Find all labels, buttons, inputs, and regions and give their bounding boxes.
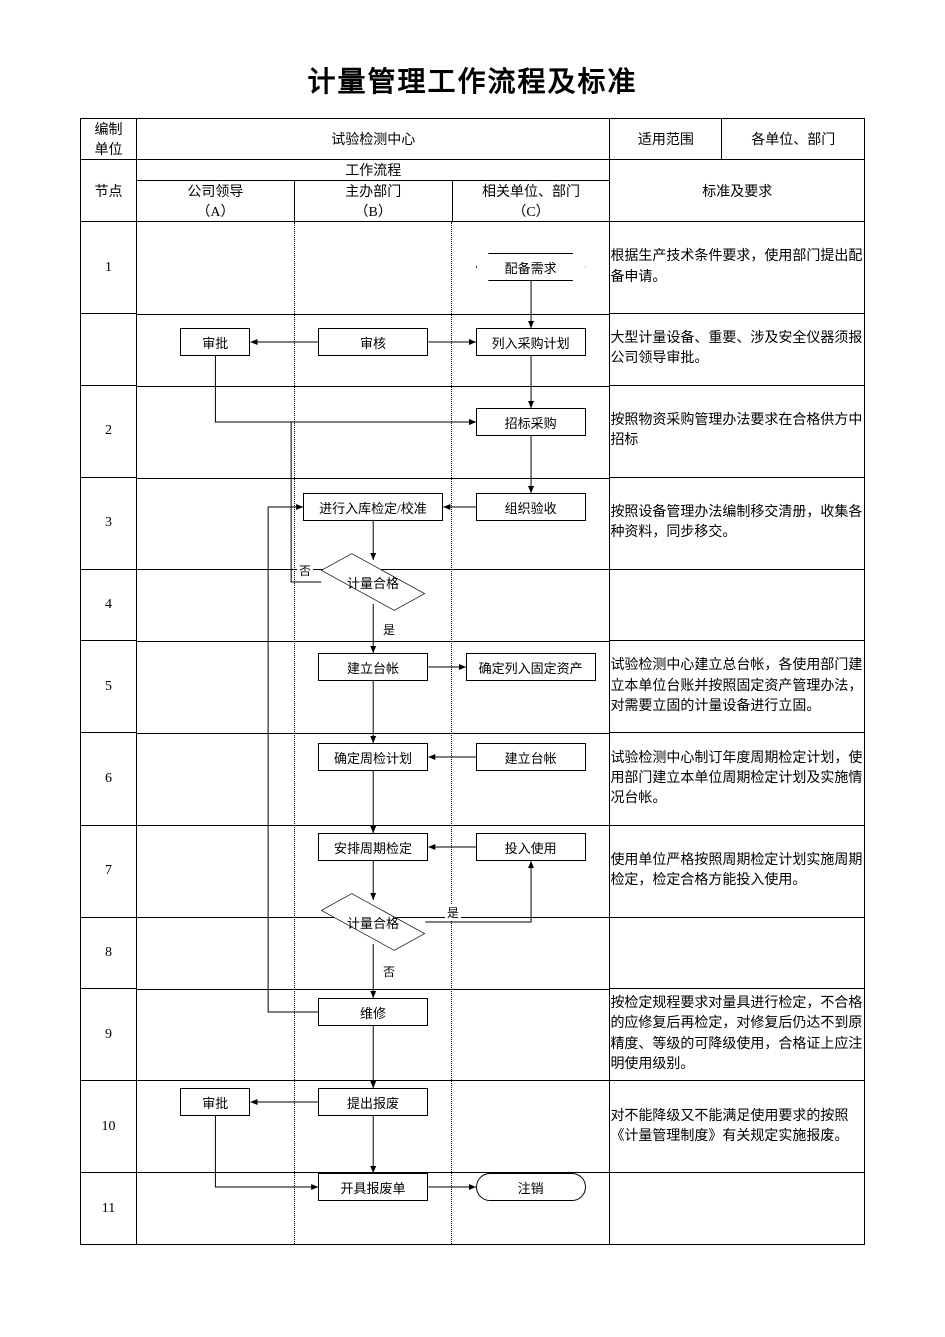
- node-6: 6: [81, 733, 137, 825]
- flow-label: 否: [297, 562, 313, 579]
- node-4: 4: [81, 569, 137, 641]
- req-11: [610, 1173, 865, 1245]
- node-3: 3: [81, 477, 137, 569]
- hdr-bianzhi-val: 试验检测中心: [136, 119, 609, 160]
- node-1b: [81, 314, 137, 386]
- node-8: 8: [81, 917, 137, 989]
- flow-node-guding: 确定列入固定资产: [466, 653, 596, 681]
- node-5: 5: [81, 641, 137, 733]
- flow-node-zhoujian: 确定周检计划: [318, 743, 428, 771]
- req-7: 使用单位严格按照周期检定计划实施周期检定，检定合格方能投入使用。: [610, 825, 865, 917]
- node-7: 7: [81, 825, 137, 917]
- lane-b-hdr: 主办部门 （B）: [294, 181, 452, 222]
- node-2: 2: [81, 385, 137, 477]
- flow-node-shenpi2: 审批: [180, 1088, 250, 1116]
- req-1b: 大型计量设备、重要、涉及安全仪器须报公司领导审批。: [610, 314, 865, 386]
- req-9: 按检定规程要求对量具进行检定，不合格的应修复后再检定，对修复后仍达不到原精度、等…: [610, 989, 865, 1081]
- flow-node-zhuxiao: 注销: [476, 1173, 586, 1201]
- req-10: 对不能降级又不能满足使用要求的按照《计量管理制度》有关规定实施报废。: [610, 1081, 865, 1173]
- hdr-jiedian: 节点: [81, 160, 137, 222]
- flow-node-taizhang: 建立台帐: [318, 653, 428, 681]
- flow-label: 否: [381, 963, 397, 980]
- flow-node-d2: 计量合格: [321, 900, 425, 944]
- flow-node-touru: 投入使用: [476, 833, 586, 861]
- hdr-biaozhun: 标准及要求: [610, 160, 865, 222]
- req-8: [610, 917, 865, 989]
- req-1: 根据生产技术条件要求，使用部门提出配备申请。: [610, 222, 865, 314]
- flow-node-yanshou: 组织验收: [476, 493, 586, 521]
- node-10: 10: [81, 1081, 137, 1173]
- hdr-shiyong-val: 各单位、部门: [722, 119, 865, 160]
- flowchart-canvas: 配备需求审核审批列入采购计划招标采购进行入库检定/校准组织验收计量合格建立台帐确…: [137, 222, 609, 1244]
- node-9: 9: [81, 989, 137, 1081]
- flow-node-need: 配备需求: [476, 253, 586, 281]
- process-table: 编制 单位 试验检测中心 适用范围 各单位、部门 节点 工作流程 标准及要求 公…: [80, 118, 865, 1245]
- hdr-shiyong: 适用范围: [610, 119, 722, 160]
- flow-node-ruku: 进行入库检定/校准: [303, 493, 443, 521]
- req-5: 试验检测中心建立总台帐，各使用部门建立本单位台账并按照固定资产管理办法，对需要立…: [610, 641, 865, 733]
- node-11: 11: [81, 1173, 137, 1245]
- flow-node-shenpi1: 审批: [180, 328, 250, 356]
- lane-c-hdr: 相关单位、部门 （C）: [452, 181, 610, 222]
- hdr-liucheng: 工作流程: [136, 160, 609, 181]
- flow-node-taizhang2: 建立台帐: [476, 743, 586, 771]
- flow-node-shenhe: 审核: [318, 328, 428, 356]
- lane-a-hdr: 公司领导 （A）: [136, 181, 294, 222]
- req-6: 试验检测中心制订年度周期检定计划，使用部门建立本单位周期检定计划及实施情况台帐。: [610, 733, 865, 825]
- req-4: [610, 569, 865, 641]
- flow-node-zhaobiao: 招标采购: [476, 408, 586, 436]
- hdr-bianzhi: 编制 单位: [81, 119, 137, 160]
- flow-label: 是: [381, 621, 397, 638]
- flow-node-kaiju: 开具报废单: [318, 1173, 428, 1201]
- node-1: 1: [81, 222, 137, 314]
- flow-node-plan: 列入采购计划: [476, 328, 586, 356]
- flow-node-weixiu: 维修: [318, 998, 428, 1026]
- page-title: 计量管理工作流程及标准: [80, 60, 865, 100]
- flow-node-anpai: 安排周期检定: [318, 833, 428, 861]
- flow-node-d1: 计量合格: [321, 560, 425, 604]
- req-2: 按照物资采购管理办法要求在合格供方中招标: [610, 385, 865, 477]
- req-3: 按照设备管理办法编制移交清册，收集各种资料，同步移交。: [610, 477, 865, 569]
- flow-node-baofei: 提出报废: [318, 1088, 428, 1116]
- flow-label: 是: [445, 904, 461, 921]
